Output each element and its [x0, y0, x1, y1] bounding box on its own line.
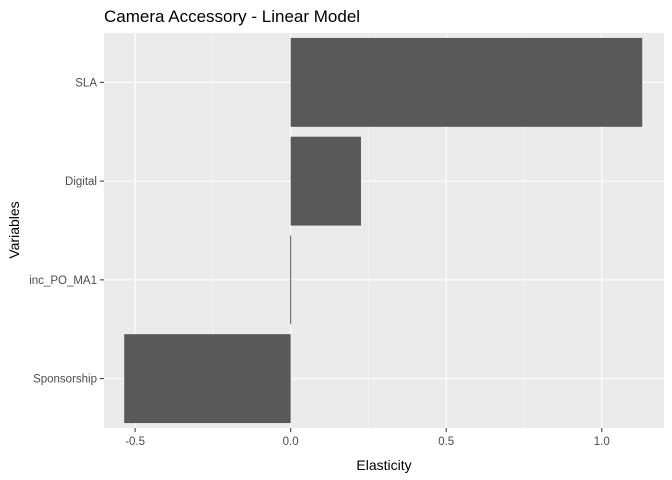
y-tick-label: SLA [75, 77, 97, 89]
y-tick-label: Digital [65, 176, 97, 188]
bar-digital [290, 136, 361, 226]
y-axis-title: Variables [6, 201, 22, 258]
chart-title: Camera Accessory - Linear Model [104, 7, 360, 26]
x-axis-title: Elasticity [356, 457, 411, 473]
x-tick-label: -0.5 [125, 436, 145, 448]
x-tick-label: 0.5 [438, 436, 454, 448]
bar-sponsorship [124, 334, 291, 424]
bar-sla [290, 37, 643, 127]
x-axis: -0.5 0.0 0.5 1.0 [125, 428, 610, 448]
y-tick-label: Sponsorship [33, 374, 97, 386]
x-tick-label: 1.0 [594, 436, 610, 448]
y-axis: SLA Digital inc_PO_MA1 Sponsorship [29, 77, 104, 386]
x-tick-label: 0.0 [283, 436, 299, 448]
bar-inc-po-ma1 [290, 235, 292, 325]
y-tick-label: inc_PO_MA1 [29, 275, 97, 287]
bars [124, 37, 643, 424]
